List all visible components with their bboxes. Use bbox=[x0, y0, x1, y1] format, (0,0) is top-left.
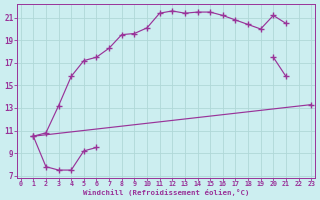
X-axis label: Windchill (Refroidissement éolien,°C): Windchill (Refroidissement éolien,°C) bbox=[83, 189, 249, 196]
